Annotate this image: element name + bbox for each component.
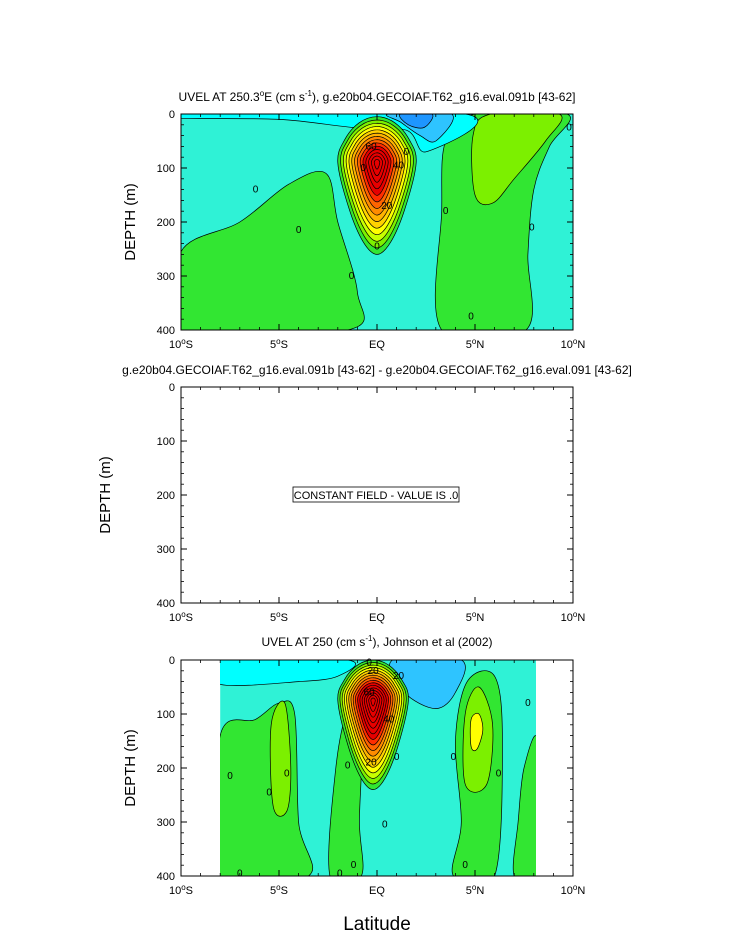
contour-label: 0 <box>266 787 272 798</box>
contour-label: 0 <box>366 658 372 669</box>
contour-label: 0 <box>227 771 233 782</box>
constant-field-box <box>292 486 460 503</box>
y-tick-label: 0 <box>169 655 175 667</box>
y-tick-label: 100 <box>157 436 175 448</box>
contour-label: 40 <box>383 714 395 725</box>
contour-label: 0 <box>525 698 531 709</box>
contour-label: 0 <box>253 185 259 196</box>
contour-label: 0 <box>462 860 468 871</box>
x-tick-label: 5oS <box>270 337 288 351</box>
y-tick-label: 100 <box>157 709 175 721</box>
south-blue-surface <box>220 660 356 686</box>
y-tick-label: 0 <box>169 382 175 394</box>
contour-label: 0 <box>360 163 366 174</box>
y-tick-label: 200 <box>157 490 175 502</box>
y-tick-label: 200 <box>157 217 175 229</box>
panel-1-filled-contours <box>181 114 573 330</box>
y-tick-label: 300 <box>157 544 175 556</box>
y-tick-label: 300 <box>157 271 175 283</box>
contour-label: 0 <box>529 222 535 233</box>
x-tick-label: EQ <box>369 885 385 897</box>
contour-label: 0 <box>351 860 357 871</box>
contour-label: 20 <box>393 671 405 682</box>
x-tick-label: EQ <box>369 339 385 351</box>
contour-label: 0 <box>345 760 351 771</box>
x-tick-label: 5oS <box>270 883 288 897</box>
contour-label: 0 <box>566 123 572 134</box>
panel-3-ylabel: DEPTH (m) <box>122 729 139 807</box>
x-axis-label: Latitude <box>343 914 411 935</box>
contour-label: 0 <box>349 271 355 282</box>
core-contour-level <box>373 158 381 170</box>
contour-label: 0 <box>394 752 400 763</box>
x-tick-label: 5oN <box>466 883 485 897</box>
far-north-green <box>512 735 536 876</box>
y-tick-label: 300 <box>157 817 175 829</box>
panel-2-title: g.e20b04.GECOIAF.T62_g16.eval.091b [43-6… <box>122 363 632 377</box>
core-contour-level <box>370 697 376 707</box>
y-tick-label: 100 <box>157 163 175 175</box>
panel-2: g.e20b04.GECOIAF.T62_g16.eval.091b [43-6… <box>97 363 632 624</box>
contour-label: 0 <box>374 241 380 252</box>
contour-label: 0 <box>296 225 302 236</box>
x-tick-label: 10oS <box>169 883 193 897</box>
x-tick-label: 5oS <box>270 610 288 624</box>
x-tick-label: 5oN <box>466 610 485 624</box>
y-tick-label: 400 <box>157 598 175 610</box>
contour-label: 20 <box>368 666 380 677</box>
contour-label: 20 <box>366 758 378 769</box>
x-tick-label: 10oN <box>561 610 586 624</box>
panel-1-ylabel: DEPTH (m) <box>122 183 139 261</box>
contour-label: 0 <box>337 868 343 879</box>
contour-label: 60 <box>366 141 378 152</box>
x-tick-label: 5oN <box>466 337 485 351</box>
y-tick-label: 200 <box>157 763 175 775</box>
x-tick-label: 10oS <box>169 337 193 351</box>
south-bright-green <box>269 700 292 817</box>
north-bright-green <box>471 114 563 206</box>
x-tick-label: 10oS <box>169 610 193 624</box>
panel-1-title: UVEL AT 250.3oE (cm s-1), g.e20b04.GECOI… <box>179 89 576 104</box>
panel-3: UVEL AT 250 (cm s-1), Johnson et al (200… <box>122 634 585 897</box>
contour-label: 0 <box>443 206 449 217</box>
surface-blue <box>399 114 434 129</box>
contour-label: 20 <box>381 201 393 212</box>
x-tick-label: 10oN <box>561 337 586 351</box>
north-yellow-core <box>469 712 484 752</box>
contour-label: 60 <box>364 687 376 698</box>
south-green-region <box>181 170 365 330</box>
y-tick-label: 0 <box>169 109 175 121</box>
contour-label: 0 <box>382 820 388 831</box>
panel-3-title: UVEL AT 250 (cm s-1), Johnson et al (200… <box>261 634 492 649</box>
panel-1: UVEL AT 250.3oE (cm s-1), g.e20b04.GECOI… <box>122 89 585 351</box>
y-tick-label: 400 <box>157 325 175 337</box>
panel-1-contour-labels: 60 40 20 0 0 0 0 0 0 0 0 0 0 <box>253 123 573 323</box>
panel-3-filled-contours <box>220 660 536 876</box>
constant-field-message: CONSTANT FIELD - VALUE IS .0 <box>294 490 458 502</box>
y-tick-label: 400 <box>157 871 175 883</box>
contour-label: 40 <box>393 160 405 171</box>
north-green-region <box>434 114 571 330</box>
contour-label: 0 <box>284 768 290 779</box>
panel-2-ylabel: DEPTH (m) <box>97 456 114 534</box>
contour-label: 0 <box>468 312 474 323</box>
x-tick-label: 10oN <box>561 883 586 897</box>
contour-label: 0 <box>404 147 410 158</box>
contour-label: 0 <box>496 768 502 779</box>
contour-label: 0 <box>451 752 457 763</box>
x-tick-label: EQ <box>369 612 385 624</box>
